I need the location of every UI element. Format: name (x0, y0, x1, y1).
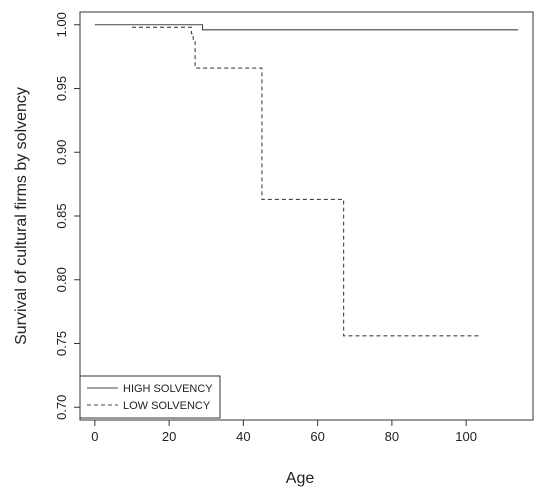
legend-box (79, 375, 221, 419)
y-axis: 0.70 0.75 0.80 0.85 0.90 0.95 1.00 (54, 12, 80, 420)
x-tick-label: 80 (385, 429, 399, 444)
legend-label-low-solvency: LOW SOLVENCY (123, 400, 211, 412)
y-tick-label: 0.85 (54, 203, 69, 228)
y-tick-label: 0.95 (54, 76, 69, 101)
series-line-high-solvency (94, 24, 519, 31)
y-tick-label: 0.90 (54, 140, 69, 165)
plot-frame (79, 11, 534, 421)
series-line-low-solvency (131, 26, 482, 337)
x-tick-label: 20 (162, 429, 176, 444)
y-tick-label: 0.80 (54, 267, 69, 292)
y-tick-label: 0.70 (54, 395, 69, 420)
y-tick-label: 1.00 (54, 12, 69, 37)
x-tick-label: 0 (91, 429, 98, 444)
legend: HIGH SOLVENCY LOW SOLVENCY (79, 375, 221, 419)
x-axis-title: Age (286, 470, 315, 487)
series-layer (94, 24, 519, 337)
x-tick-label: 100 (455, 429, 477, 444)
legend-label-high-solvency: HIGH SOLVENCY (123, 383, 213, 395)
y-tick-label: 0.75 (54, 331, 69, 356)
x-axis: 0 20 40 60 80 100 (91, 420, 477, 444)
y-axis-title: Survival of cultural firms by solvency (13, 87, 30, 345)
x-tick-label: 60 (310, 429, 324, 444)
x-tick-label: 40 (236, 429, 250, 444)
